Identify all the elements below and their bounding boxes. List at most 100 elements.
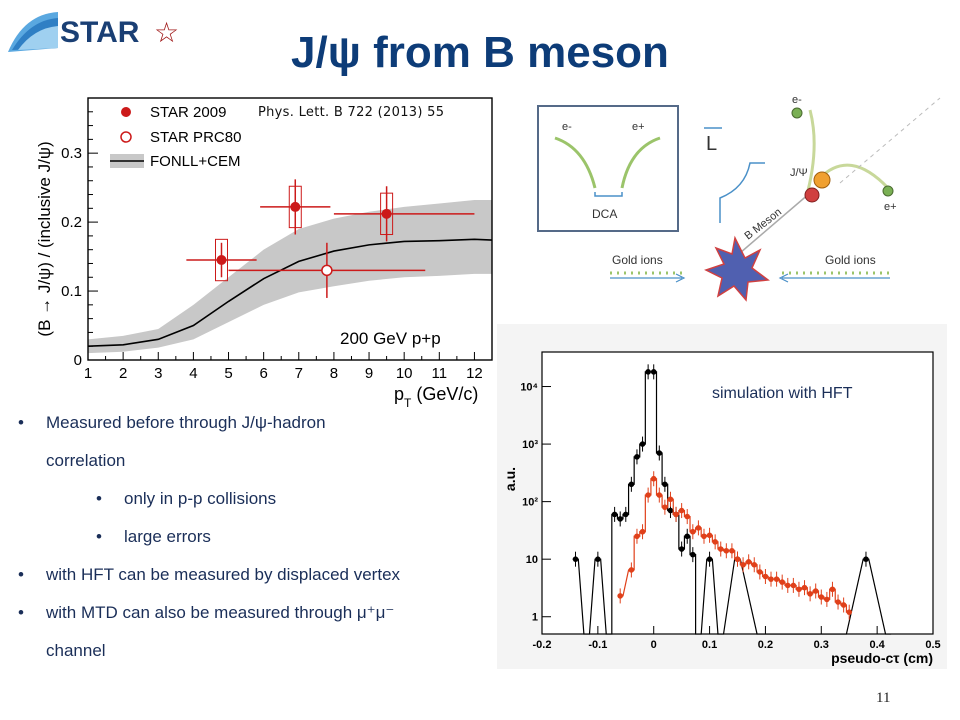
histogram-point <box>617 593 623 599</box>
x-tick-label: 5 <box>224 365 232 382</box>
histogram-point <box>779 579 785 585</box>
histogram-point <box>812 588 819 594</box>
y-tick-label: 0.1 <box>61 283 82 300</box>
bullet-text: large errors <box>124 527 211 546</box>
dca-bracket <box>594 192 623 197</box>
histogram-point <box>846 609 853 615</box>
histogram-point <box>762 573 769 580</box>
positron-dot-icon <box>882 185 894 197</box>
collision-burst-icon <box>704 235 770 302</box>
bullet-dot-icon: • <box>96 527 102 546</box>
histogram-point <box>628 567 635 573</box>
x-tick-label: 7 <box>295 365 303 382</box>
bullet-item: • large errors <box>18 518 508 556</box>
y-tick-label: 10² <box>522 497 538 509</box>
bullet-text: channel <box>46 641 106 660</box>
data-point <box>290 201 301 212</box>
bullet-dot-icon: • <box>18 603 24 622</box>
data-point <box>381 208 392 219</box>
bullet-item: • Measured before through J/ψ-hadron <box>18 404 508 442</box>
plot2-frame <box>541 351 934 635</box>
jpsi-label: J/Ψ <box>790 167 808 179</box>
histogram-point <box>757 569 763 575</box>
x-tick-label: 8 <box>330 365 338 382</box>
histogram-point <box>684 513 691 520</box>
gold-ions-left-label: Gold ions <box>612 253 663 267</box>
histogram-point <box>572 556 579 562</box>
data-point <box>216 255 227 266</box>
x-axis-label-unit: (GeV/c) <box>411 384 478 404</box>
b-meson-decay-diagram: e- e+ DCA L e- J/Ψ e+ B Meson Gold ions … <box>537 94 941 302</box>
x-tick-label: 2 <box>119 365 127 382</box>
fonll-band <box>88 200 492 354</box>
histogram-point <box>673 511 679 518</box>
histogram-point <box>678 546 685 552</box>
histogram-point <box>818 594 825 600</box>
histogram-point <box>706 556 713 562</box>
y-tick-label: 1 <box>532 612 538 624</box>
dca-electron-track <box>554 136 597 189</box>
dca-box <box>537 105 679 232</box>
histogram-point <box>734 556 741 562</box>
histogram-point <box>773 576 780 582</box>
bullet-dot-icon: • <box>96 489 102 508</box>
x-axis-label: pseudo-cτ (cm) <box>831 650 933 666</box>
bullet-text: with MTD can also be measured through μ⁺… <box>46 603 395 622</box>
logo-star-icon: ☆ <box>154 17 179 48</box>
decay-length-label: L <box>706 133 717 155</box>
positron-track <box>818 163 890 190</box>
histogram-point <box>656 450 663 456</box>
y-tick-label: 0.3 <box>61 145 82 162</box>
histogram-point <box>650 475 657 482</box>
histogram-point <box>695 525 702 531</box>
histogram-point <box>712 539 718 545</box>
bullet-item: • with MTD can also be measured through μ… <box>18 594 508 632</box>
histogram-point <box>656 492 663 498</box>
e-plus-label: e+ <box>884 201 897 213</box>
legend-entry: FONLL+CEM <box>150 153 240 170</box>
histogram-point <box>863 556 869 562</box>
legend-marker-open-icon <box>120 131 132 143</box>
pseudo-ctau-plot: -0.2 -0.1 0 0.1 0.2 0.3 0.4 0.5 1 10 10² 10³ 10⁴ pseu… <box>497 324 947 669</box>
bullet-item: channel <box>18 632 508 670</box>
e-minus-label: e- <box>792 94 802 106</box>
histogram-point <box>768 576 774 582</box>
dca-e-minus-label: e- <box>562 121 572 133</box>
bullet-text: only in p-p collisions <box>124 489 277 508</box>
x-tick-label: 0.4 <box>869 639 885 651</box>
histogram-point <box>595 556 601 562</box>
gold-arrowhead-left-icon <box>675 273 686 283</box>
y-tick-label: 0.2 <box>61 214 82 231</box>
histogram-point <box>740 561 746 568</box>
histogram-point <box>639 441 646 447</box>
energy-annotation: 200 GeV p+p <box>340 329 441 348</box>
guide-line <box>839 97 941 184</box>
histogram-point <box>622 511 629 518</box>
bullet-text: Measured before through J/ψ-hadron <box>46 413 326 432</box>
data-point-open <box>321 264 333 277</box>
histogram-point <box>645 369 651 375</box>
histogram-point <box>645 492 651 498</box>
histogram-point <box>840 602 847 608</box>
histogram-point <box>678 507 685 514</box>
simulation-annotation: simulation with HFT <box>712 385 853 402</box>
b-meson-label: B Meson <box>742 206 784 242</box>
histogram-point <box>807 591 813 597</box>
plot2-area <box>542 352 933 634</box>
electron-dot-icon <box>791 107 803 119</box>
y-tick-label: 10³ <box>522 439 538 451</box>
jpsi-dot-icon <box>813 171 831 189</box>
decay-length-bracket <box>719 162 765 223</box>
x-tick-label: 0.3 <box>814 639 829 651</box>
x-axis-label-sub: T <box>404 396 412 410</box>
histogram-point <box>784 582 791 589</box>
histogram-point <box>662 504 668 511</box>
histogram-point <box>617 516 623 522</box>
histogram-point <box>667 507 674 514</box>
fonll-curve <box>87 238 493 348</box>
histogram-point <box>824 596 830 603</box>
y-tick-label: 10 <box>526 554 538 566</box>
gold-arrowhead-right-icon <box>778 273 789 283</box>
x-tick-label: -0.2 <box>533 639 552 651</box>
